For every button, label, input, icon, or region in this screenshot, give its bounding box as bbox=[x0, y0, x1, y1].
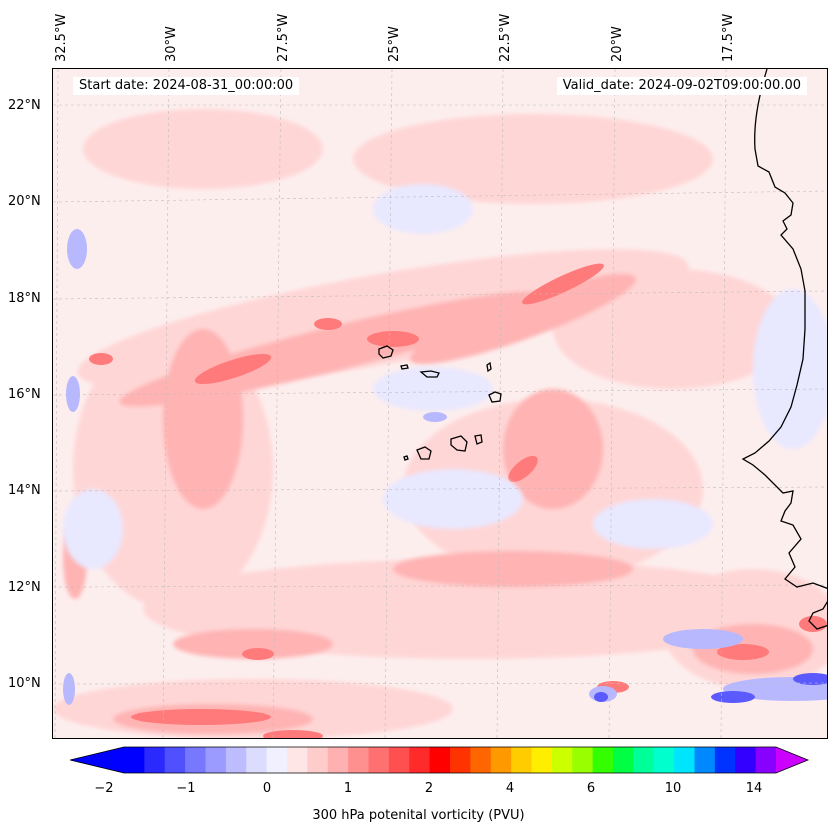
colorbar-tick-label: 6 bbox=[586, 781, 596, 796]
colorbar bbox=[70, 746, 810, 774]
lat-label: 14°N bbox=[8, 483, 41, 498]
colorbar-segment bbox=[205, 747, 227, 773]
lat-label: 10°N bbox=[8, 676, 41, 691]
graticule bbox=[53, 69, 827, 738]
colorbar-tick-label: 14 bbox=[745, 781, 763, 796]
colorbar-segment bbox=[266, 747, 288, 773]
colorbar-tick-label: −1 bbox=[176, 781, 196, 796]
lon-label: 20°W bbox=[610, 26, 625, 62]
colorbar-segment bbox=[511, 747, 532, 773]
pv-light-blue-regions bbox=[63, 184, 827, 569]
colorbar-segment bbox=[307, 747, 329, 773]
valid-date-label: Valid_date: 2024-09-02T09:00:00.00 bbox=[556, 77, 807, 95]
pv-red-cores bbox=[89, 263, 827, 738]
colorbar-segment bbox=[653, 747, 675, 773]
colorbar-segment bbox=[124, 747, 145, 773]
lat-label: 12°N bbox=[8, 580, 41, 595]
colorbar-segment bbox=[450, 747, 471, 773]
colorbar-segment bbox=[714, 747, 736, 773]
colorbar-segment bbox=[490, 747, 512, 773]
colorbar-segment bbox=[592, 747, 614, 773]
colorbar-tick-label: 10 bbox=[664, 781, 682, 796]
colorbar-segment bbox=[185, 747, 206, 773]
colorbar-segment bbox=[633, 747, 655, 773]
colorbar-segment bbox=[572, 747, 594, 773]
lat-label: 22°N bbox=[8, 98, 41, 113]
lon-label: 17.5°W bbox=[721, 13, 736, 62]
african-coastline bbox=[741, 69, 827, 589]
colorbar-tick-label: 4 bbox=[505, 781, 515, 796]
colorbar-outline bbox=[70, 746, 810, 774]
colorbar-segment bbox=[735, 747, 757, 773]
start-date-label: Start date: 2024-08-31_00:00:00 bbox=[73, 77, 300, 95]
colorbar-label: 300 hPa potenital vorticity (PVU) bbox=[312, 808, 525, 823]
cape-verde-islands bbox=[378, 345, 502, 461]
lon-label: 32.5°W bbox=[54, 13, 69, 62]
colorbar-over-arrow bbox=[776, 747, 808, 773]
colorbar-tick-label: 2 bbox=[424, 781, 434, 796]
lon-label: 30°W bbox=[164, 26, 179, 62]
colorbar-tick-label: −2 bbox=[94, 781, 114, 796]
colorbar-segment bbox=[755, 747, 777, 773]
colorbar-segment bbox=[388, 747, 410, 773]
colorbar-segment bbox=[694, 747, 716, 773]
colorbar-segment bbox=[368, 747, 390, 773]
lat-label: 16°N bbox=[8, 387, 41, 402]
colorbar-segment bbox=[429, 747, 451, 773]
colorbar-tick-label: 1 bbox=[343, 781, 353, 796]
colorbar-segment bbox=[348, 747, 369, 773]
colorbar-under-arrow bbox=[70, 747, 124, 773]
colorbar-segment bbox=[613, 747, 634, 773]
colorbar-segment bbox=[144, 747, 166, 773]
pv-pink-regions bbox=[63, 273, 813, 734]
lat-label: 18°N bbox=[8, 291, 41, 306]
colorbar-segment bbox=[287, 747, 308, 773]
colorbar-segment bbox=[246, 747, 268, 773]
colorbar-segment bbox=[470, 747, 492, 773]
colorbar-segment bbox=[551, 747, 573, 773]
african-coastline-south bbox=[808, 601, 827, 630]
colorbar-tick-label: 0 bbox=[262, 781, 272, 796]
potential-vorticity-field bbox=[53, 69, 827, 738]
colorbar-segment bbox=[531, 747, 553, 773]
colorbar-segment bbox=[327, 747, 349, 773]
lon-label: 27.5°W bbox=[276, 13, 291, 62]
colorbar-segment bbox=[409, 747, 431, 773]
colorbar-segment bbox=[164, 747, 186, 773]
lon-label: 25°W bbox=[387, 26, 402, 62]
lon-label: 22.5°W bbox=[498, 13, 513, 62]
pv-deep-blue-cores bbox=[594, 673, 827, 703]
map-panel[interactable]: Start date: 2024-08-31_00:00:00 Valid_da… bbox=[52, 68, 828, 739]
colorbar-segment bbox=[674, 747, 695, 773]
colorbar-segment bbox=[225, 747, 247, 773]
lat-label: 20°N bbox=[8, 194, 41, 209]
